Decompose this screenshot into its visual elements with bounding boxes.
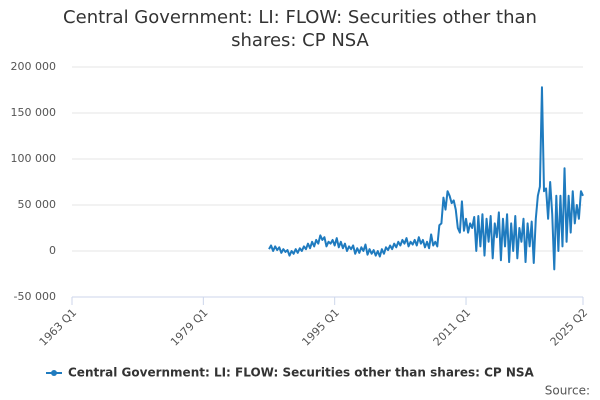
x-tick-label: 1963 Q1	[37, 306, 80, 349]
y-tick-label: 50 000	[18, 198, 57, 211]
x-tick-label: 1995 Q1	[299, 306, 342, 349]
y-tick-label: 100 000	[11, 152, 57, 165]
x-tick-label: 2025 Q2	[548, 306, 591, 349]
legend-marker	[51, 370, 57, 376]
y-tick-label: 200 000	[11, 60, 57, 73]
y-tick-label: -50 000	[14, 290, 56, 303]
x-tick-label: 2011 Q1	[431, 306, 474, 349]
y-tick-label: 150 000	[11, 106, 57, 119]
legend-label: Central Government: LI: FLOW: Securities…	[68, 366, 535, 380]
source-label: Source:	[545, 384, 590, 398]
y-tick-label: 0	[49, 244, 56, 257]
data-line	[268, 86, 584, 271]
chart-title: Central Government: LI: FLOW: Securities…	[63, 7, 537, 51]
x-tick-label: 1979 Q1	[168, 306, 211, 349]
